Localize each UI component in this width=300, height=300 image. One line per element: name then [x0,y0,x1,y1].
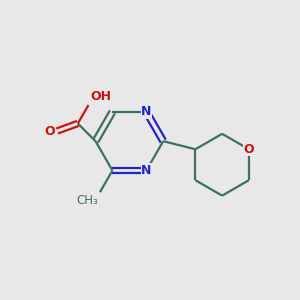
Text: CH₃: CH₃ [77,194,98,207]
Text: O: O [44,124,55,137]
Text: O: O [244,143,254,156]
Text: N: N [141,105,152,118]
Text: N: N [141,164,152,177]
Text: OH: OH [90,90,111,103]
